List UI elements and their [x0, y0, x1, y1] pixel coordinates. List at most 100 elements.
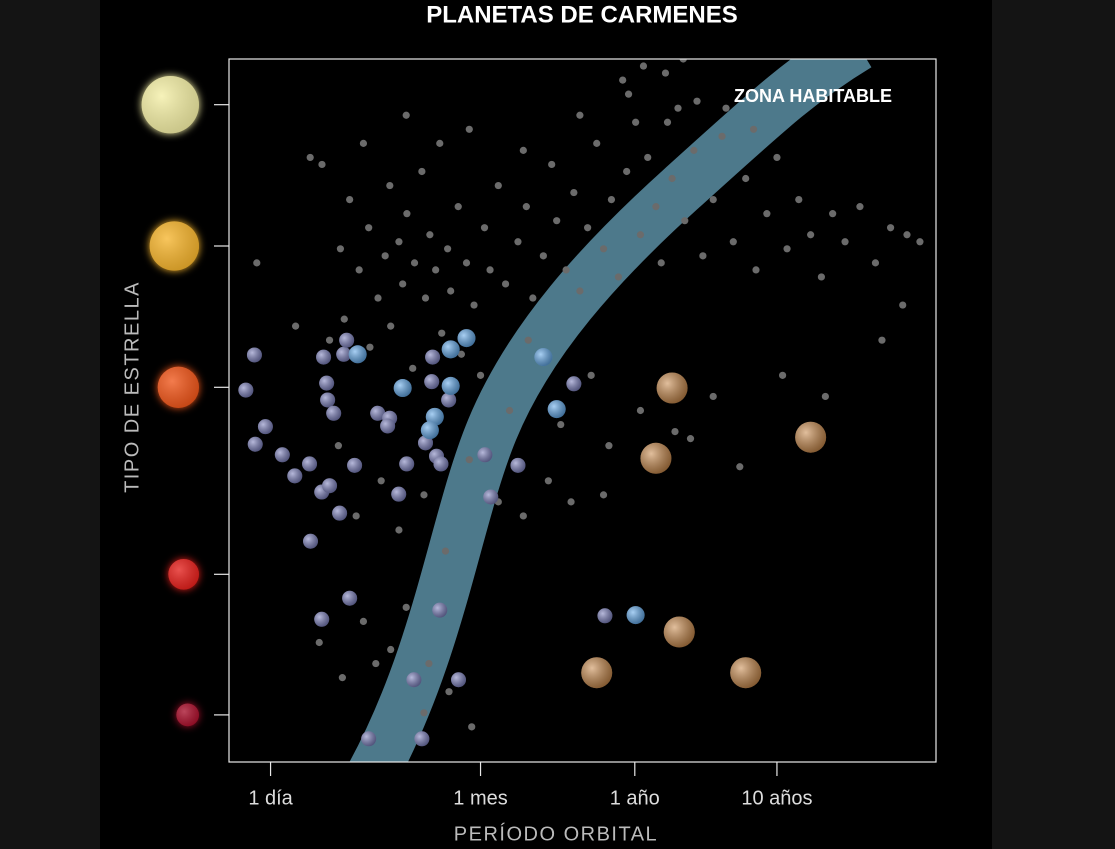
point-shade — [370, 405, 386, 421]
point — [480, 224, 489, 232]
point-shade — [663, 616, 695, 648]
point-shade — [303, 533, 319, 549]
point — [494, 181, 502, 190]
point — [599, 245, 608, 253]
point — [315, 638, 323, 647]
point — [402, 603, 410, 611]
point — [718, 132, 726, 140]
point — [742, 174, 750, 183]
point-shade — [399, 456, 415, 472]
point — [632, 118, 640, 126]
point — [447, 287, 455, 295]
point — [636, 406, 645, 415]
point-shade — [342, 590, 358, 606]
point — [425, 659, 433, 668]
point — [605, 442, 613, 450]
point — [778, 371, 787, 379]
point — [663, 118, 672, 126]
point-shade — [238, 382, 254, 398]
star-shade — [141, 75, 199, 134]
point-shade — [441, 340, 460, 359]
point — [402, 111, 410, 119]
point — [420, 491, 428, 499]
point-shade — [257, 419, 273, 435]
point-shade — [441, 376, 460, 395]
point-shade — [795, 421, 827, 453]
point-shade — [320, 392, 336, 408]
point — [519, 512, 527, 520]
point — [567, 498, 575, 506]
point — [444, 245, 452, 253]
point — [291, 322, 300, 330]
x-tick-label: 1 día — [248, 787, 293, 809]
point — [709, 196, 717, 204]
point — [409, 364, 417, 372]
point — [548, 160, 556, 169]
point-shade — [477, 447, 493, 463]
point-shade — [247, 436, 263, 452]
point — [352, 512, 360, 520]
star-shade — [176, 703, 199, 727]
point — [570, 188, 578, 197]
point-shade — [336, 346, 352, 362]
point — [584, 224, 592, 232]
star-shade — [157, 366, 199, 408]
point-shade — [425, 349, 441, 365]
point — [607, 196, 616, 204]
point — [454, 203, 462, 211]
point — [514, 238, 522, 246]
x-tick-label: 1 año — [610, 787, 660, 809]
point — [639, 62, 648, 70]
point — [674, 104, 682, 112]
point-shade — [566, 376, 582, 392]
point — [457, 350, 465, 358]
point — [636, 231, 645, 239]
point — [916, 238, 924, 246]
point — [470, 301, 478, 309]
point-shade — [414, 731, 430, 747]
point — [387, 645, 395, 654]
point — [399, 280, 407, 288]
annotation: ZONA HABITABLE — [734, 86, 892, 106]
point — [681, 217, 689, 225]
point — [374, 294, 382, 302]
point — [614, 273, 623, 281]
point — [652, 203, 660, 211]
point — [465, 125, 473, 133]
point-shade — [361, 731, 377, 747]
point — [338, 674, 346, 682]
point-shade — [441, 392, 457, 408]
point — [644, 153, 652, 162]
point — [468, 723, 476, 731]
point — [359, 139, 368, 147]
point — [524, 336, 532, 344]
point — [553, 217, 561, 225]
point-shade — [274, 447, 290, 463]
point — [576, 111, 584, 119]
point-shade — [246, 347, 262, 363]
point-shade — [597, 608, 613, 624]
point-shade — [483, 489, 499, 505]
point — [381, 252, 389, 260]
point — [619, 76, 627, 84]
point-shade — [380, 418, 396, 434]
point — [377, 477, 385, 485]
point — [783, 245, 791, 253]
point — [878, 336, 886, 344]
point — [318, 160, 326, 169]
point — [557, 420, 565, 429]
point — [365, 224, 373, 232]
chart-title: PLANETAS DE CARMENES — [426, 1, 738, 28]
point — [441, 547, 450, 555]
point — [671, 427, 679, 436]
point — [421, 294, 430, 302]
point — [562, 266, 570, 274]
point-shade — [314, 611, 330, 627]
point — [501, 280, 510, 288]
plot-frame — [228, 58, 937, 763]
point — [336, 245, 345, 253]
point-shade — [640, 442, 672, 474]
point — [817, 273, 826, 281]
point — [355, 266, 363, 274]
